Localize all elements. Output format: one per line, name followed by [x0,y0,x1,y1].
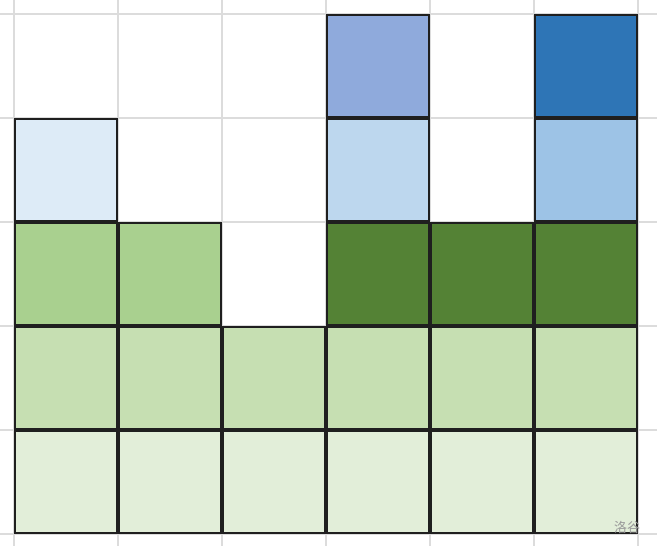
block-light-green [222,430,326,534]
block-dark-green [430,222,534,326]
block-mid-green [222,326,326,430]
grid-line-horizontal [0,533,657,535]
block-mid-green [326,326,430,430]
block-light-green [534,430,638,534]
block-light-green [326,430,430,534]
block-dark-green [534,222,638,326]
watermark-text: 洛谷 [614,521,641,536]
block-dark-blue [534,14,638,118]
block-dark-green [326,222,430,326]
block-periwinkle [326,14,430,118]
block-light-green [118,430,222,534]
block-light-green [14,430,118,534]
block-light-blue [326,118,430,222]
block-mid-green [118,326,222,430]
block-pale-blue [14,118,118,222]
block-mid-green [534,326,638,430]
block-mid-green [14,326,118,430]
block-light-green [430,430,534,534]
grid-line-vertical [221,0,223,546]
block-mid-green [430,326,534,430]
block-green [118,222,222,326]
block-green [14,222,118,326]
grid-line-vertical [637,0,639,546]
block-sky-blue [534,118,638,222]
